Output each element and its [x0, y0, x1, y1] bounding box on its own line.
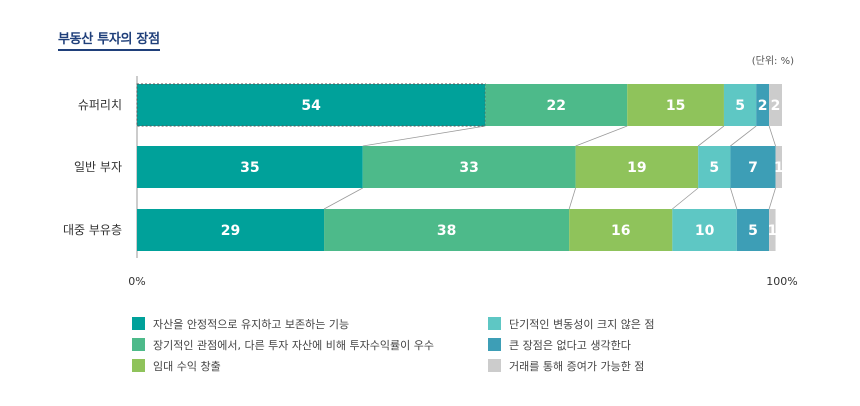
bar-segment: [137, 146, 363, 188]
legend-swatch: [488, 359, 501, 372]
bar-segment: [485, 84, 628, 126]
legend-item: 단기적인 변동성이 크지 않은 점: [488, 313, 655, 334]
bar-segment: [775, 146, 782, 188]
connector-line: [568, 187, 576, 210]
legend-label: 큰 장점은 없다고 생각한다: [509, 338, 631, 352]
bar-segment: [730, 146, 776, 188]
data-label: 29: [221, 223, 240, 239]
data-label: 2: [771, 98, 781, 114]
category-label: 일반 부자: [74, 160, 122, 174]
legend-item: 큰 장점은 없다고 생각한다: [488, 334, 655, 355]
data-label: 1: [767, 223, 777, 239]
bar-segment: [575, 146, 699, 188]
bar-segment: [137, 209, 325, 251]
unit-label: (단위: %): [751, 56, 794, 67]
connector-line: [730, 187, 738, 210]
connector-line: [768, 187, 776, 210]
category-label: 슈퍼리치: [78, 98, 122, 112]
legend-swatch: [488, 338, 501, 351]
connector-line: [672, 187, 699, 210]
bar-segment: [324, 209, 570, 251]
data-label: 5: [748, 223, 758, 239]
legend-swatch: [132, 338, 145, 351]
legend-item: 거래를 통해 증여가 가능한 점: [488, 355, 655, 376]
bar-segment: [756, 84, 770, 126]
data-label: 5: [709, 160, 719, 176]
legend-label: 자산을 안정적으로 유지하고 보존하는 기능: [153, 317, 350, 331]
legend-label: 거래를 통해 증여가 가능한 점: [509, 359, 645, 373]
legend-label: 단기적인 변동성이 크지 않은 점: [509, 317, 655, 331]
bar-segment: [672, 209, 737, 251]
legend-item: 임대 수익 창출: [132, 355, 434, 376]
bar-segment: [769, 84, 782, 126]
connector-line: [575, 125, 628, 147]
bar-segment: [569, 209, 673, 251]
connector-line: [697, 125, 725, 147]
bar-segment: [627, 84, 724, 126]
legend-label: 임대 수익 창출: [153, 359, 221, 373]
data-label: 2: [758, 98, 768, 114]
connector-line: [768, 125, 776, 147]
data-label: 35: [240, 160, 259, 176]
bar-segment: [698, 146, 731, 188]
data-label: 19: [627, 160, 646, 176]
legend-label: 장기적인 관점에서, 다른 투자 자산에 비해 투자수익률이 우수: [153, 338, 434, 352]
data-label: 1: [774, 160, 784, 176]
data-label: 33: [459, 160, 478, 176]
data-label: 38: [437, 223, 456, 239]
data-label: 7: [748, 160, 758, 176]
bar-segment: [723, 84, 757, 126]
data-label: 10: [695, 223, 715, 239]
data-label: 16: [611, 223, 630, 239]
chart-title: 부동산 투자의 장점: [58, 28, 160, 51]
data-label: 15: [666, 98, 685, 114]
legend-swatch: [132, 359, 145, 372]
chart-svg: 슈퍼리치 54 22 15 5 2 2일반 부자 35 33 19 5 7 1대중 부유층 29 38 16 1…: [63, 76, 798, 288]
data-label: 5: [735, 98, 745, 114]
tick-label-end: 100%: [766, 275, 797, 288]
legend-swatch: [488, 317, 501, 330]
bar-segment: [362, 146, 576, 188]
legend-item: 장기적인 관점에서, 다른 투자 자산에 비해 투자수익률이 우수: [132, 334, 434, 355]
category-label: 대중 부유층: [63, 223, 122, 237]
legend-item: 자산을 안정적으로 유지하고 보존하는 기능: [132, 313, 434, 334]
data-label: 54: [301, 98, 321, 114]
bar-segment: [736, 209, 770, 251]
legend-swatch: [132, 317, 145, 330]
tick-label-start: 0%: [128, 275, 145, 288]
connector-line: [362, 125, 486, 147]
bar-segment: [769, 209, 776, 251]
connector-line: [323, 187, 363, 210]
connector-line: [730, 125, 757, 147]
bar-segment: [136, 83, 486, 127]
data-label: 22: [547, 98, 566, 114]
